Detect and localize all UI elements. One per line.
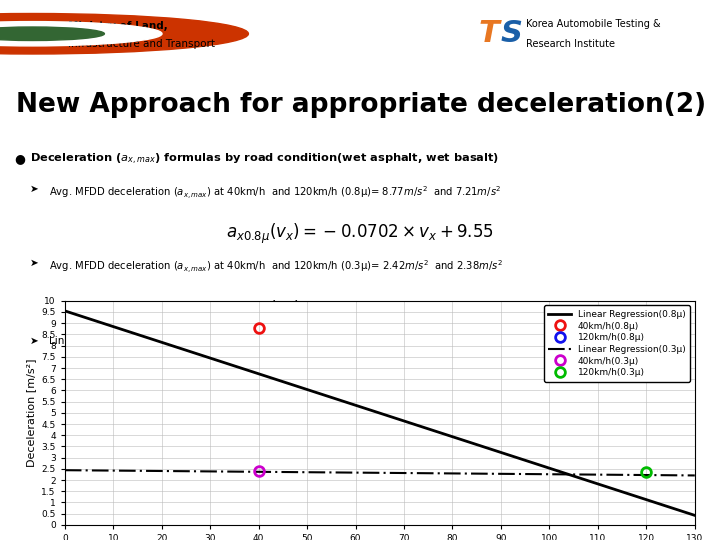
- Text: Avg. MFDD deceleration ($a_{x,max}$) at 40km/h  and 120km/h (0.8μ)= 8.77$m/s^{2}: Avg. MFDD deceleration ($a_{x,max}$) at …: [49, 184, 501, 201]
- Text: ➤: ➤: [30, 258, 39, 268]
- Linear Regression(0.3μ): [401, 470, 410, 476]
- Text: ➤: ➤: [30, 336, 39, 346]
- Circle shape: [0, 22, 162, 46]
- Linear Regression(0.3μ): [577, 471, 585, 478]
- Text: S: S: [500, 19, 523, 48]
- Linear Regression(0.3μ): [690, 472, 699, 478]
- Text: ➤: ➤: [30, 184, 39, 194]
- Text: Linear Decelerations by velocity: Linear Decelerations by velocity: [49, 336, 217, 346]
- Linear Regression(0.8μ): [436, 429, 444, 436]
- Text: T: T: [479, 19, 500, 48]
- Text: Infrastructure and Transport: Infrastructure and Transport: [68, 39, 215, 49]
- Circle shape: [0, 27, 104, 40]
- Linear Regression(0.3μ): [675, 472, 684, 478]
- Line: Linear Regression(0.3μ): Linear Regression(0.3μ): [65, 470, 695, 475]
- Text: Research Institute: Research Institute: [526, 39, 615, 49]
- Line: Linear Regression(0.8μ): Linear Regression(0.8μ): [65, 311, 695, 515]
- Linear Regression(0.8μ): [364, 406, 372, 413]
- Text: ●: ●: [14, 152, 25, 165]
- Linear Regression(0.8μ): [360, 405, 369, 411]
- Circle shape: [0, 14, 248, 54]
- Text: $a_{x0.3\mu}(v_x) = -0.0018 \times v_x + 2.44$: $a_{x0.3\mu}(v_x) = -0.0018 \times v_x +…: [225, 299, 495, 323]
- Linear Regression(0.8μ): [577, 475, 585, 482]
- Text: Deceleration ($a_{x,max}$) formulas by road condition(wet asphalt, wet basalt): Deceleration ($a_{x,max}$) formulas by r…: [30, 152, 499, 167]
- Text: $a_{x0.8\mu}(v_x) = -0.0702 \times v_x + 9.55$: $a_{x0.8\mu}(v_x) = -0.0702 \times v_x +…: [226, 222, 494, 246]
- Linear Regression(0.3μ): [364, 469, 372, 476]
- Linear Regression(0.8μ): [401, 418, 410, 425]
- Legend: Linear Regression(0.8μ), 40km/h(0.8μ), 120km/h(0.8μ), Linear Regression(0.3μ), 4: Linear Regression(0.8μ), 40km/h(0.8μ), 1…: [544, 305, 690, 382]
- Linear Regression(0.3μ): [436, 470, 444, 477]
- Linear Regression(0.3μ): [360, 469, 369, 476]
- Text: Korea Automobile Testing &: Korea Automobile Testing &: [526, 18, 660, 29]
- Linear Regression(0.8μ): [690, 512, 699, 518]
- Linear Regression(0.8μ): [60, 308, 69, 314]
- Text: New Approach for appropriate deceleration(2): New Approach for appropriate deceleratio…: [16, 92, 706, 118]
- Text: Avg. MFDD deceleration ($a_{x,max}$) at 40km/h  and 120km/h (0.3μ)= 2.42$m/s^{2}: Avg. MFDD deceleration ($a_{x,max}$) at …: [49, 258, 503, 275]
- Text: Ministry of Land,: Ministry of Land,: [68, 21, 168, 31]
- Linear Regression(0.3μ): [60, 467, 69, 474]
- Y-axis label: Deceleration [m/s²]: Deceleration [m/s²]: [26, 359, 36, 467]
- Linear Regression(0.8μ): [675, 507, 684, 514]
